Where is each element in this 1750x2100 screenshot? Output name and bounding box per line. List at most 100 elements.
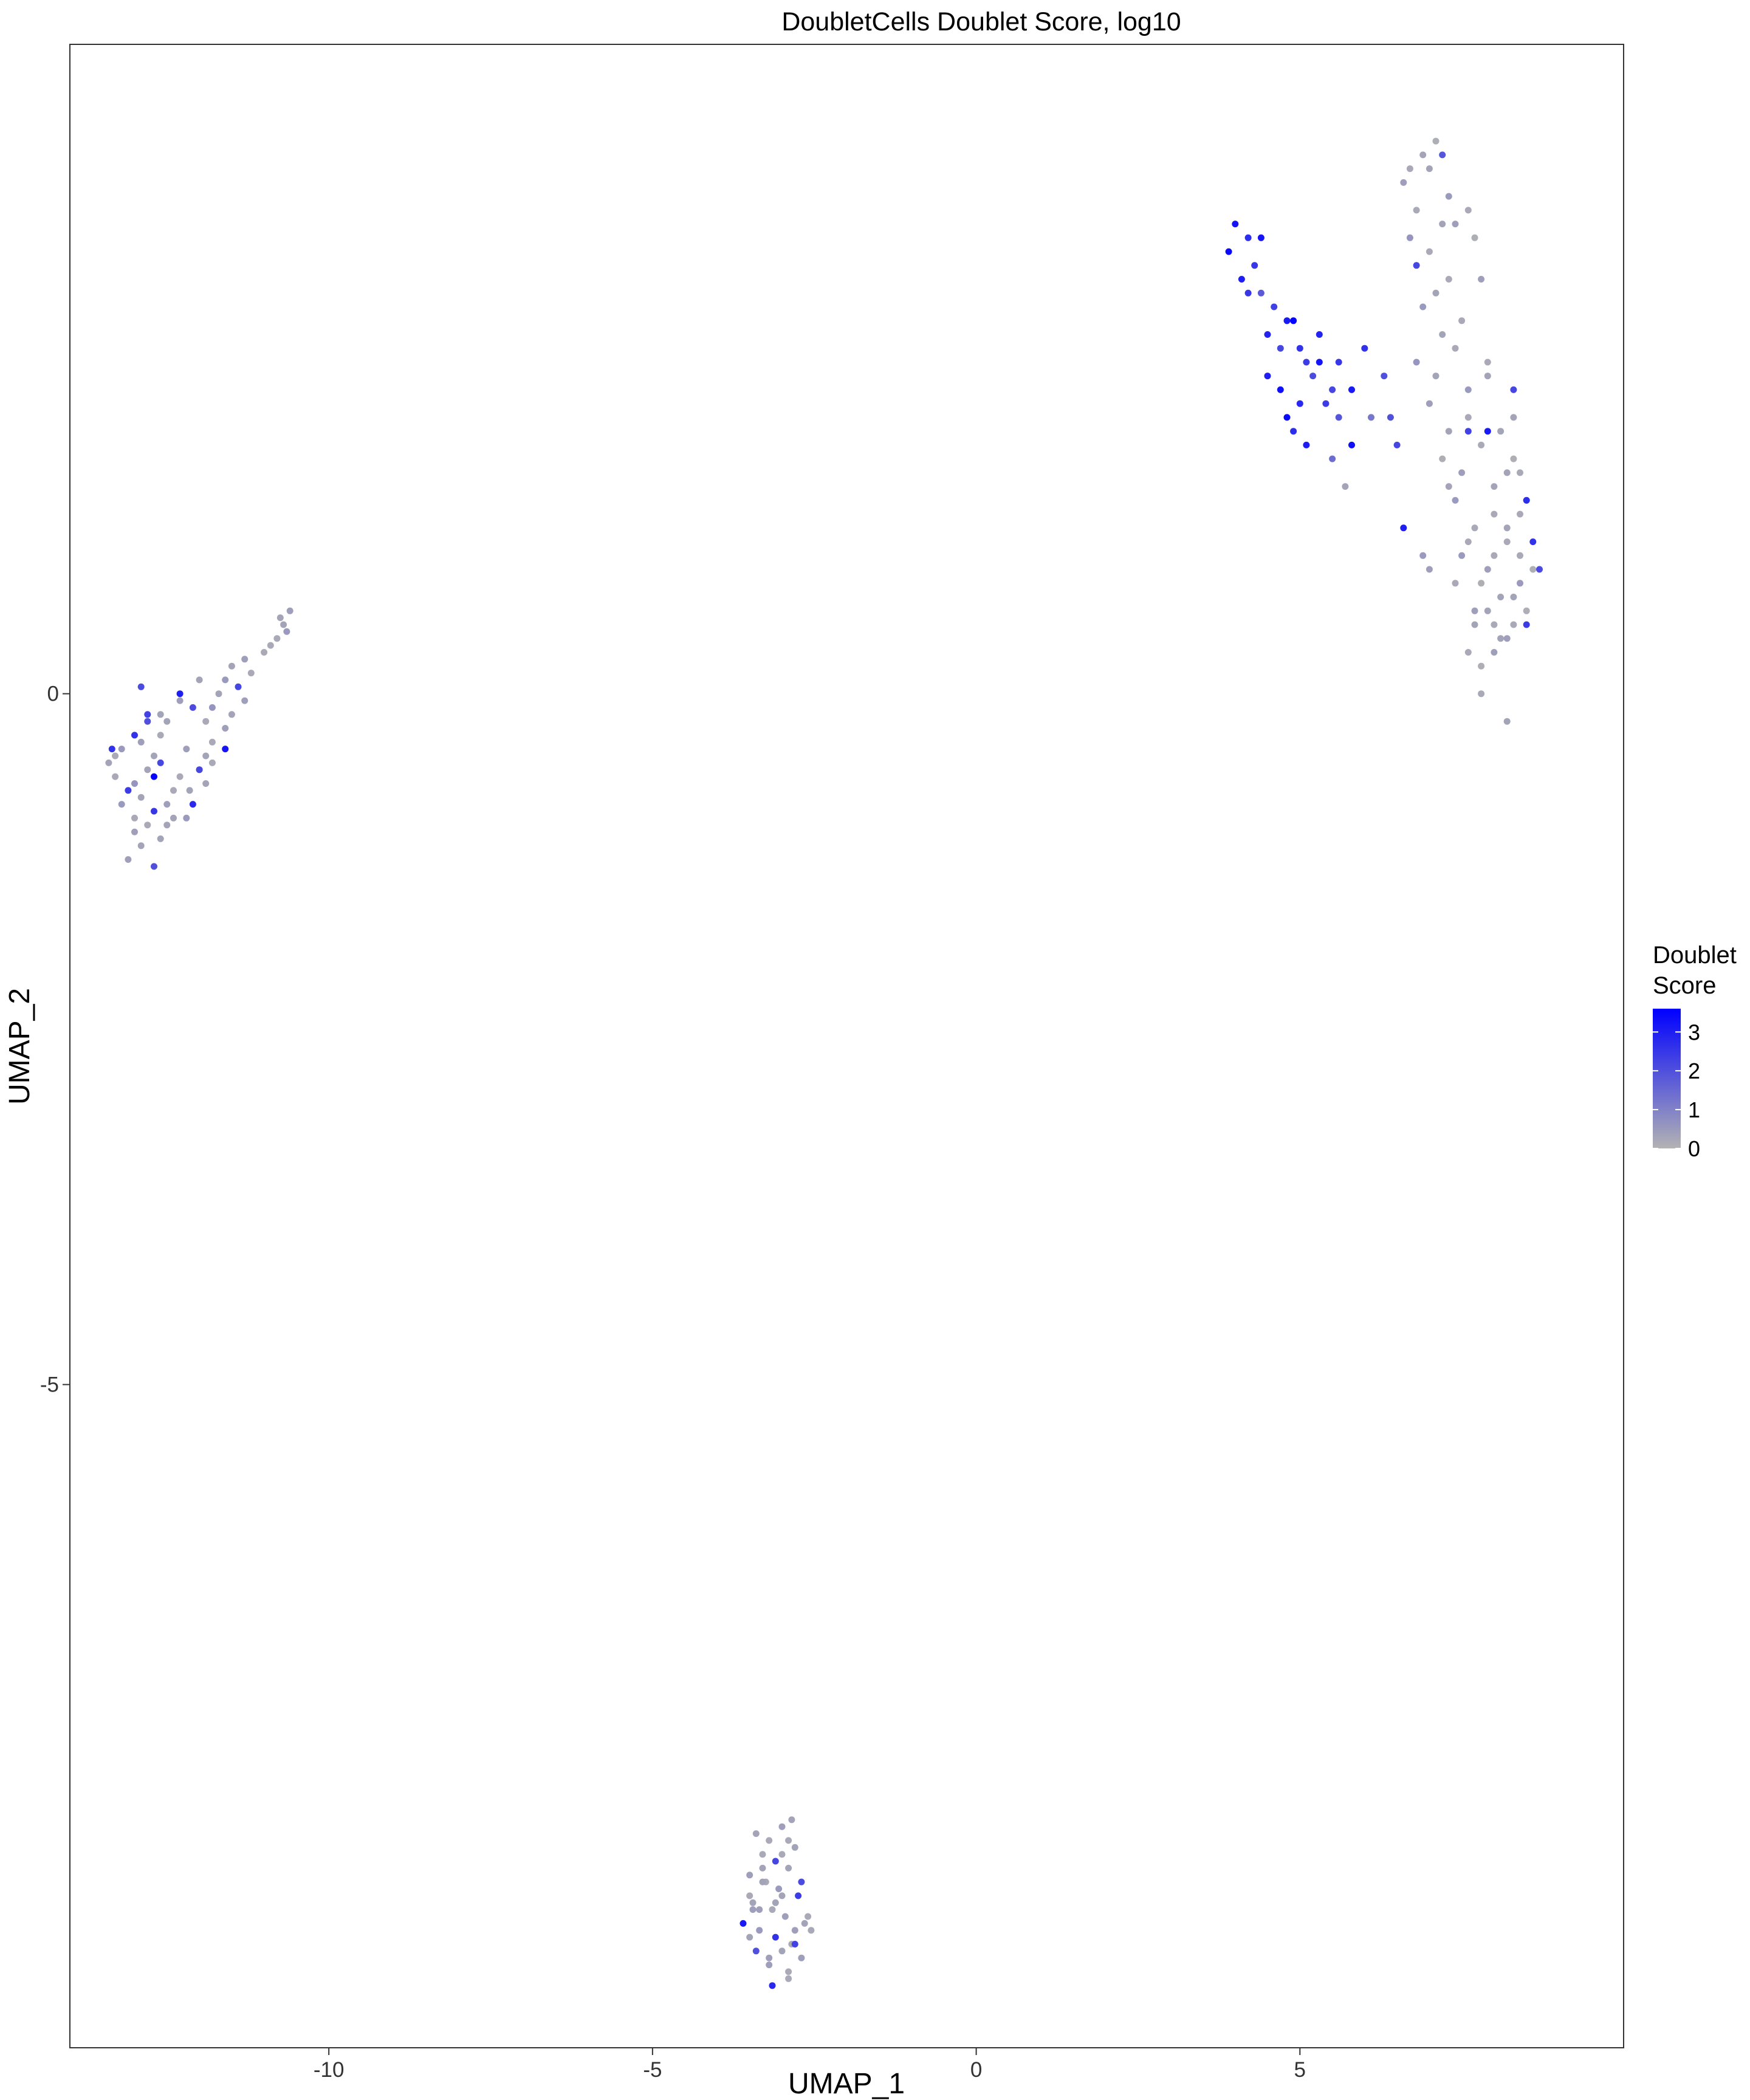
- scatter-point-upper-right-12: [1471, 234, 1478, 241]
- scatter-point-bottom-40: [791, 1941, 798, 1947]
- y-axis-title: UMAP_2: [4, 988, 36, 1105]
- scatter-point-upper-right-35: [1510, 455, 1517, 462]
- scatter-point-upper-right-50: [1491, 510, 1498, 518]
- scatter-point-left-59: [131, 814, 138, 822]
- scatter-point-bottom-28: [805, 1913, 812, 1920]
- scatter-point-left-11: [235, 683, 242, 690]
- scatter-point-upper-right-108: [1393, 441, 1401, 448]
- scatter-point-upper-right-32: [1452, 496, 1459, 504]
- scatter-point-upper-right-64: [1529, 538, 1537, 546]
- scatter-point-upper-right-31: [1497, 428, 1505, 435]
- scatter-point-bottom-10: [795, 1892, 802, 1899]
- scatter-point-upper-right-45: [1491, 621, 1498, 628]
- scatter-point-bottom-13: [781, 1913, 789, 1920]
- scatter-point-upper-right-98: [1381, 372, 1388, 380]
- scatter-point-upper-right-37: [1484, 566, 1491, 573]
- scatter-point-bottom-5: [772, 1858, 779, 1865]
- scatter-point-left-63: [222, 746, 229, 753]
- scatter-point-upper-right-16: [1419, 303, 1427, 311]
- scatter-point-upper-right-44: [1471, 607, 1478, 614]
- scatter-point-left-18: [196, 676, 203, 684]
- scatter-point-left-3: [267, 642, 274, 649]
- scatter-point-upper-right-96: [1348, 386, 1355, 393]
- scatter-point-left-60: [151, 773, 157, 780]
- scatter-point-upper-right-67: [1523, 621, 1530, 628]
- scatter-point-upper-right-103: [1244, 289, 1252, 297]
- scatter-point-left-56: [157, 711, 164, 718]
- scatter-point-upper-right-116: [1464, 428, 1472, 435]
- scatter-point-upper-right-69: [1510, 386, 1517, 393]
- scatter-point-left-20: [189, 704, 196, 711]
- legend-colorbar: [1653, 1009, 1681, 1148]
- scatter-point-left-15: [228, 711, 235, 718]
- scatter-point-bottom-6: [785, 1864, 792, 1872]
- scatter-point-left-62: [196, 766, 203, 774]
- scatter-point-upper-right-20: [1413, 359, 1420, 366]
- scatter-point-left-1: [273, 635, 281, 642]
- scatter-point-upper-right-76: [1271, 303, 1278, 311]
- x-tick-label: 0: [970, 2058, 982, 2082]
- scatter-point-upper-right-5: [1413, 207, 1420, 214]
- scatter-point-left-17: [222, 725, 229, 732]
- scatter-point-upper-right-11: [1452, 221, 1459, 228]
- scatter-point-bottom-14: [801, 1920, 808, 1927]
- scatter-point-bottom-32: [766, 1954, 773, 1961]
- scatter-point-bottom-35: [769, 1982, 776, 1989]
- scatter-point-left-37: [151, 808, 157, 815]
- scatter-point-left-41: [157, 835, 164, 842]
- scatter-point-upper-right-10: [1426, 248, 1433, 255]
- scatter-point-left-57: [176, 697, 184, 704]
- scatter-point-bottom-38: [808, 1927, 815, 1934]
- scatter-point-bottom-12: [769, 1906, 776, 1913]
- scatter-point-left-14: [208, 704, 216, 711]
- scatter-point-upper-right-36: [1464, 538, 1472, 546]
- scatter-point-upper-right-92: [1322, 400, 1330, 407]
- scatter-point-bottom-11: [749, 1899, 757, 1906]
- scatter-point-upper-right-66: [1503, 718, 1511, 725]
- scatter-point-upper-right-82: [1264, 372, 1271, 380]
- scatter-point-upper-right-100: [1348, 441, 1355, 448]
- scatter-point-left-30: [125, 787, 132, 794]
- scatter-point-upper-right-25: [1445, 428, 1452, 435]
- scatter-point-upper-right-71: [1244, 234, 1252, 241]
- scatter-point-upper-right-8: [1464, 207, 1472, 214]
- scatter-point-upper-right-89: [1329, 386, 1336, 393]
- scatter-point-upper-right-72: [1225, 248, 1232, 255]
- scatter-point-left-6: [261, 649, 268, 656]
- scatter-point-left-4: [276, 614, 284, 622]
- scatter-point-bottom-23: [766, 1961, 773, 1969]
- scatter-point-upper-right-2: [1432, 137, 1439, 145]
- scatter-point-left-23: [157, 732, 164, 739]
- legend-tick-label: 3: [1688, 1020, 1700, 1045]
- scatter-point-left-58: [137, 683, 145, 690]
- scatter-point-upper-right-26: [1464, 414, 1472, 421]
- scatter-point-upper-right-59: [1510, 621, 1517, 628]
- legend-tick-label: 0: [1688, 1136, 1700, 1161]
- scatter-point-left-12: [215, 690, 222, 698]
- scatter-point-upper-right-68: [1484, 428, 1491, 435]
- scatter-point-bottom-19: [798, 1954, 805, 1961]
- scatter-point-upper-right-105: [1368, 414, 1374, 421]
- scatter-point-bottom-26: [772, 1899, 779, 1906]
- scatter-point-upper-right-21: [1432, 372, 1439, 380]
- scatter-point-upper-right-41: [1478, 580, 1485, 587]
- scatter-point-bottom-3: [791, 1844, 798, 1851]
- scatter-point-upper-right-30: [1478, 441, 1485, 448]
- scatter-point-upper-right-91: [1303, 441, 1310, 448]
- scatter-point-upper-right-24: [1426, 400, 1433, 407]
- scatter-point-upper-right-104: [1342, 483, 1349, 490]
- scatter-point-left-16: [202, 718, 210, 725]
- scatter-point-upper-right-22: [1452, 345, 1459, 352]
- scatter-point-upper-right-88: [1316, 359, 1323, 366]
- scatter-point-bottom-39: [778, 1892, 786, 1899]
- scatter-point-upper-right-111: [1484, 359, 1491, 366]
- legend-tick-label: 2: [1688, 1059, 1700, 1083]
- scatter-point-upper-right-97: [1361, 345, 1368, 352]
- scatter-point-left-66: [186, 787, 193, 794]
- axis-layer: -10 -5 0 5 0 -5: [40, 682, 1306, 2082]
- scatter-point-upper-right-70: [1232, 221, 1239, 228]
- scatter-point-left-25: [151, 752, 157, 760]
- scatter-point-bottom-0: [752, 1830, 760, 1837]
- x-tick-label: 5: [1294, 2058, 1306, 2082]
